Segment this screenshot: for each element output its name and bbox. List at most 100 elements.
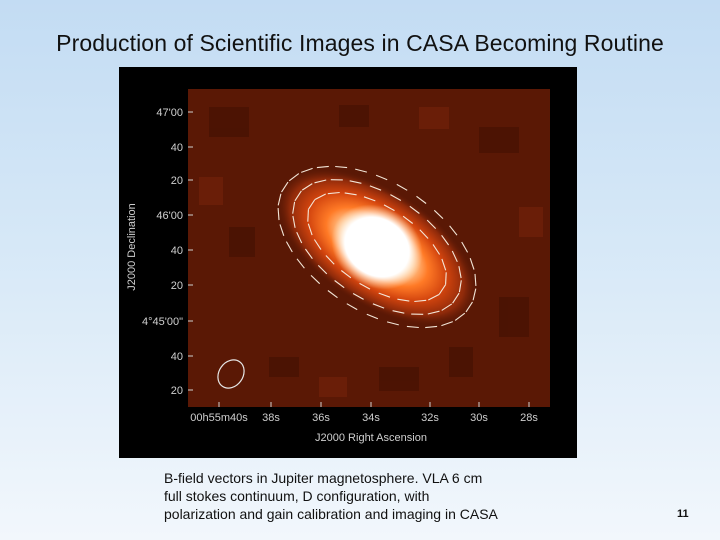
b-field-vector (307, 223, 313, 236)
x-tick-label: 34s (362, 412, 380, 424)
b-field-vector (281, 181, 289, 193)
b-field-vector (458, 280, 462, 293)
x-tick-label: 30s (470, 412, 488, 424)
b-field-vector (472, 288, 477, 301)
b-field-vector (355, 168, 368, 173)
b-field-vector (452, 292, 460, 304)
b-field-vector (301, 167, 313, 173)
b-field-vector (349, 180, 362, 184)
b-field-vector (317, 265, 328, 275)
map-noise-light (199, 107, 543, 397)
b-field-vector (465, 301, 473, 313)
b-field-vector (441, 258, 447, 271)
b-field-vector (454, 312, 466, 321)
b-field-vector (372, 303, 385, 309)
b-field-vector (427, 310, 440, 315)
b-field-vector (325, 255, 335, 265)
y-tick-label: 40 (171, 142, 183, 154)
b-field-vector (292, 215, 296, 228)
figure-caption: B-field vectors in Jupiter magnetosphere… (164, 469, 584, 523)
b-field-vector (390, 194, 402, 201)
slide-title: Production of Scientific Images in CASA … (56, 30, 664, 56)
b-field-vector (314, 193, 326, 200)
b-field-vector (458, 266, 462, 279)
x-tick-label: 28s (520, 412, 538, 424)
b-field-vector (445, 272, 447, 285)
b-field-vector (292, 201, 296, 214)
b-field-vector (416, 195, 427, 204)
caption-line: polarization and gain calibration and im… (164, 506, 498, 522)
y-tick-label: 4°45'00" (142, 316, 183, 328)
b-field-vector (288, 173, 300, 182)
b-field-vector (313, 239, 322, 250)
b-field-vector (441, 234, 450, 246)
tick-marks (188, 111, 530, 407)
b-field-vector (449, 225, 458, 236)
caption-line: B-field vectors in Jupiter magnetosphere… (164, 470, 483, 486)
b-field-vector (375, 174, 388, 181)
b-field-vector (277, 208, 280, 221)
y-tick-label: 47'00 (156, 107, 183, 119)
b-field-vector (327, 191, 340, 195)
b-field-vector (363, 196, 376, 202)
b-field-vector (386, 321, 399, 326)
y-tick-label: 40 (171, 245, 183, 257)
x-tick-label: 36s (312, 412, 330, 424)
b-field-vector (451, 250, 458, 263)
b-field-vector (335, 165, 348, 169)
b-field-vector (409, 205, 420, 214)
b-field-vector (402, 215, 414, 224)
map-noise (209, 105, 529, 391)
b-field-vector (296, 231, 303, 244)
b-field-vector (383, 204, 395, 212)
b-field-vector (426, 219, 437, 229)
b-field-vector (344, 192, 357, 196)
b-field-vector (474, 273, 477, 286)
b-field-vector (310, 275, 321, 285)
b-field-vector (352, 293, 364, 300)
y-tick-label: 20 (171, 280, 183, 292)
b-field-vector (432, 244, 441, 255)
beam-ellipse (217, 359, 245, 389)
x-tick-label: 00h55m40s (190, 412, 248, 424)
b-field-vector (334, 280, 345, 289)
b-field-vector (366, 313, 379, 320)
x-axis-label: J2000 Right Ascension (315, 432, 427, 444)
y-axis-label: J2000 Declination (126, 203, 138, 290)
b-field-vector (469, 258, 475, 270)
x-tick-label: 38s (262, 412, 280, 424)
b-field-vector (406, 325, 419, 329)
y-tick-label: 20 (171, 175, 183, 187)
b-field-vector (378, 292, 391, 298)
b-field-vectors (277, 165, 477, 329)
b-field-vector (307, 209, 309, 222)
b-field-vector (294, 190, 302, 202)
b-field-vector (441, 303, 453, 311)
emission-region (275, 167, 479, 327)
jupiter-radio-image: 47'00 40 20 46'00 40 20 4°45'00" 40 20 0… (119, 67, 577, 458)
y-tick-label: 20 (171, 385, 183, 397)
b-field-vector (359, 282, 371, 290)
b-field-vector (425, 325, 438, 329)
b-field-vector (307, 199, 316, 210)
y-tick-label: 46'00 (156, 210, 183, 222)
x-tick-label: 32s (421, 412, 439, 424)
slide-number: 11 (677, 508, 689, 520)
b-field-vector (346, 303, 358, 311)
y-tick-label: 40 (171, 351, 183, 363)
caption-line: full stokes continuum, D configuration, … (164, 488, 430, 504)
b-field-vector (279, 224, 285, 236)
b-field-vector (285, 241, 293, 253)
b-field-vector (301, 183, 313, 191)
b-field-vector (433, 209, 444, 219)
b-field-vector (461, 241, 469, 253)
b-field-vector (397, 298, 410, 302)
b-field-vector (304, 248, 313, 260)
b-field-vector (428, 294, 440, 301)
b-field-vector (441, 321, 453, 327)
b-field-vector (340, 270, 352, 279)
b-field-vector (419, 229, 429, 239)
b-field-vector (396, 183, 408, 191)
b-field-vector (414, 299, 427, 303)
b-field-vector (296, 258, 305, 269)
